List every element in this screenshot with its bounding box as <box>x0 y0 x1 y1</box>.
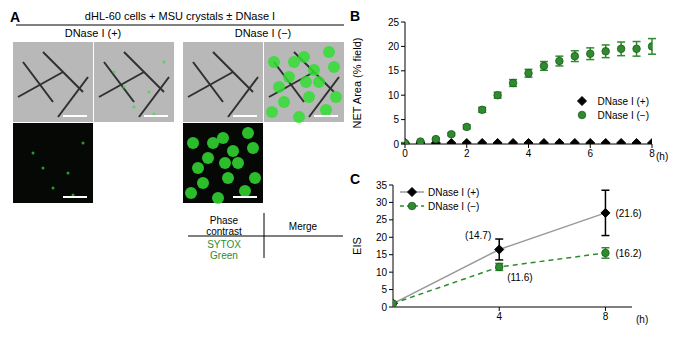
svg-text:2: 2 <box>464 148 470 159</box>
svg-text:0: 0 <box>381 302 387 313</box>
svg-text:8: 8 <box>603 311 609 322</box>
svg-text:10: 10 <box>376 267 388 278</box>
html-text:DNase I (+): DNase I (+) <box>428 186 480 198</box>
svg-text:DNase I (−): DNase I (−) <box>235 27 292 39</box>
svg-text:SYTOXGreen: SYTOXGreen <box>207 239 241 261</box>
html-text:DNase I (−): DNase I (−) <box>428 200 480 212</box>
svg-text:Phasecontrast: Phasecontrast <box>206 215 242 237</box>
svg-text:20: 20 <box>388 41 400 52</box>
svg-text:NET Area (% field): NET Area (% field) <box>351 38 363 129</box>
html-text:B: B <box>350 8 361 24</box>
svg-text:10: 10 <box>388 90 400 101</box>
svg-text:(11.6): (11.6) <box>507 272 532 283</box>
svg-text:(h): (h) <box>656 151 668 162</box>
svg-text:(21.6): (21.6) <box>615 208 641 219</box>
svg-text:(14.7): (14.7) <box>465 230 491 241</box>
svg-text:4: 4 <box>526 148 532 159</box>
html-text:DNase I (−): DNase I (−) <box>597 109 649 121</box>
svg-text:0: 0 <box>402 148 408 159</box>
svg-text:4: 4 <box>496 311 502 322</box>
svg-text:15: 15 <box>388 65 400 76</box>
svg-text:0: 0 <box>393 139 399 150</box>
svg-text:8: 8 <box>649 148 655 159</box>
svg-text:20: 20 <box>376 232 388 243</box>
svg-text:25: 25 <box>376 214 388 225</box>
svg-text:5: 5 <box>393 114 399 125</box>
svg-text:15: 15 <box>376 249 388 260</box>
svg-text:30: 30 <box>376 197 388 208</box>
svg-text:Merge: Merge <box>289 221 318 232</box>
svg-text:dHL-60 cells + MSU crystals ±: dHL-60 cells + MSU crystals ± DNase I <box>85 10 275 22</box>
html-text:C: C <box>350 171 361 187</box>
svg-text:A: A <box>10 9 20 25</box>
svg-text:25: 25 <box>388 17 400 28</box>
svg-text:(16.2): (16.2) <box>615 248 641 259</box>
svg-text:DNase I (+): DNase I (+) <box>65 27 122 39</box>
svg-text:EIS: EIS <box>351 237 363 255</box>
html-text:DNase I (+): DNase I (+) <box>597 95 649 107</box>
svg-text:35: 35 <box>376 180 388 191</box>
svg-text:(h): (h) <box>636 314 648 325</box>
svg-text:6: 6 <box>587 148 593 159</box>
svg-text:5: 5 <box>381 284 387 295</box>
